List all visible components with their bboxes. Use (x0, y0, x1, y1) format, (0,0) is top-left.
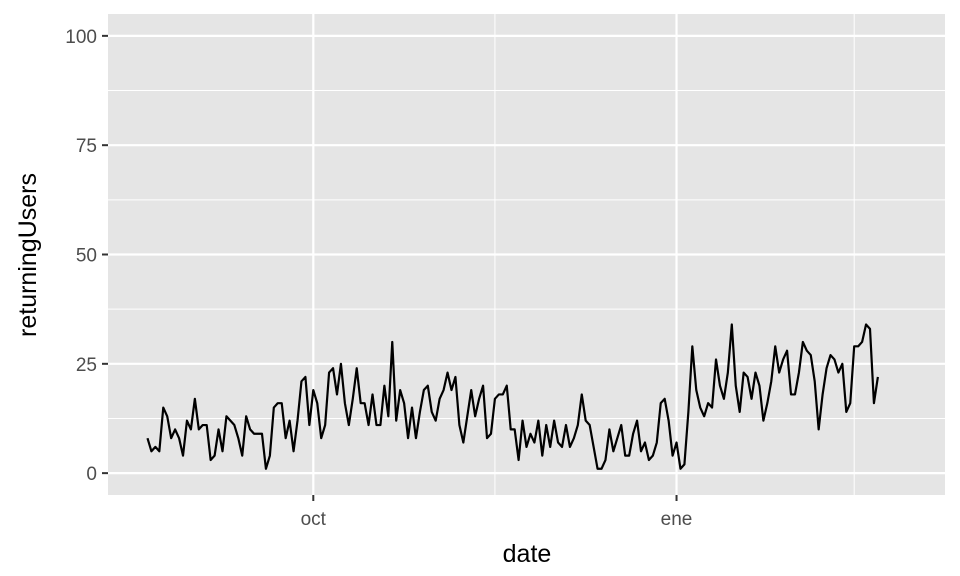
series-line-returning-users (146, 323, 879, 470)
x-axis-title: date (503, 540, 552, 568)
y-tick-label: 25 (76, 355, 97, 376)
y-tick-label: 50 (76, 246, 97, 267)
major-gridlines (108, 14, 945, 495)
x-tick-label: oct (301, 509, 327, 530)
y-axis: 0 25 50 75 100 (65, 27, 108, 485)
y-tick-label: 100 (65, 27, 97, 48)
y-tick-label: 0 (86, 464, 97, 485)
y-axis-title: returningUsers (14, 173, 42, 337)
x-tick-label: ene (661, 509, 693, 530)
y-tick-label: 75 (76, 136, 97, 157)
x-axis: oct ene (301, 495, 693, 530)
